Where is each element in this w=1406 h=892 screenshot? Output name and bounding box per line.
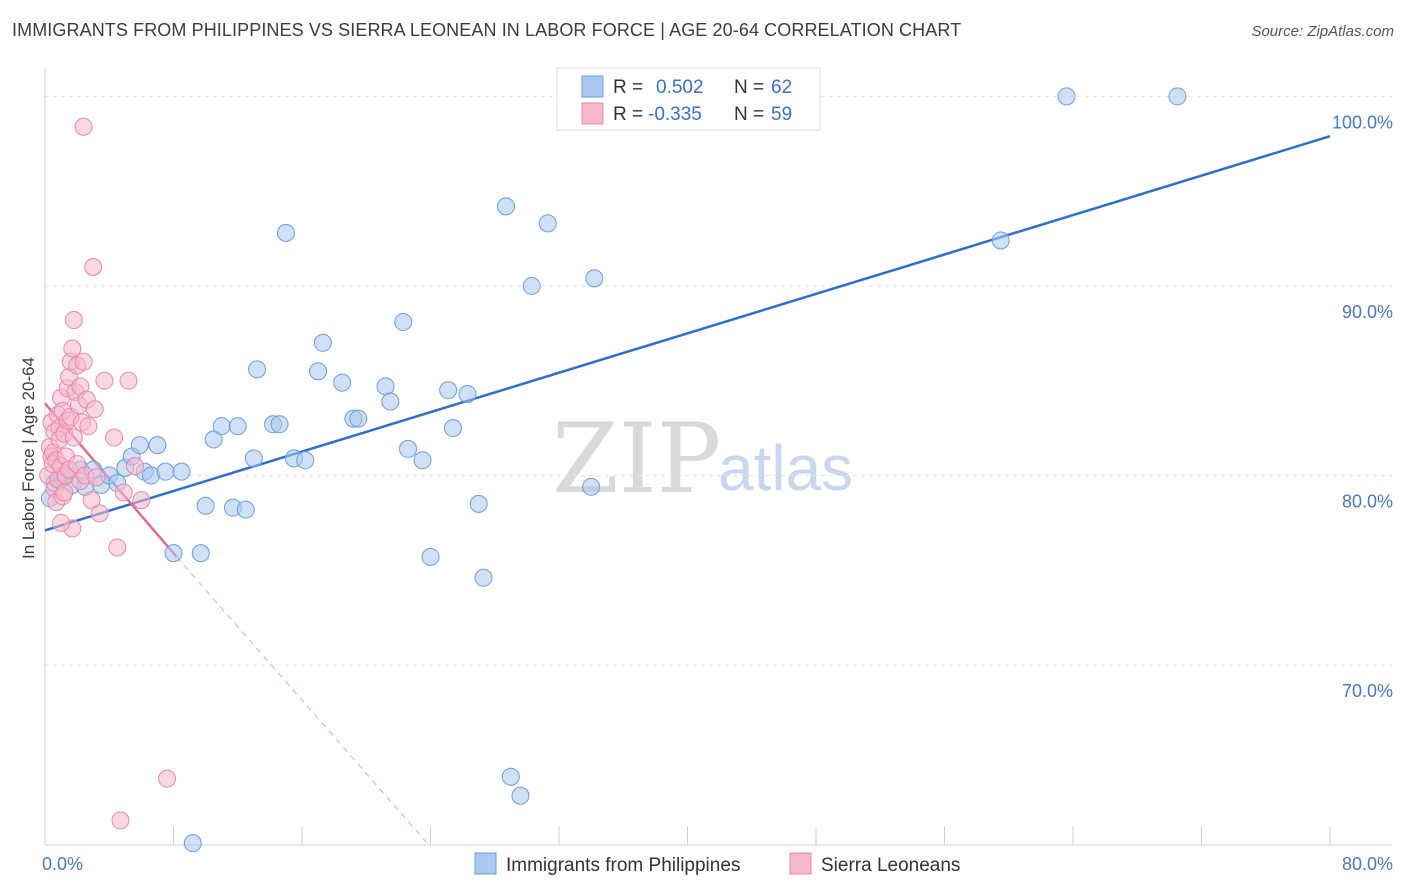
point-philippines-47 xyxy=(439,381,458,400)
point-philippines-35 xyxy=(296,451,315,470)
y-tick-label-80: 80.0% xyxy=(1342,491,1393,511)
point-philippines-18 xyxy=(156,462,175,481)
bottom-legend-label-philippines: Immigrants from Philippines xyxy=(506,855,740,876)
point-sierra-leoneans-39 xyxy=(74,352,93,371)
point-philippines-55 xyxy=(522,276,541,295)
point-philippines-50 xyxy=(469,494,488,513)
point-philippines-57 xyxy=(582,477,601,496)
watermark-atlas: atlas xyxy=(718,432,853,504)
point-philippines-60 xyxy=(1057,87,1076,106)
watermark-zip: ZIP xyxy=(552,403,721,515)
point-sierra-leoneans-48 xyxy=(90,504,109,523)
point-philippines-33 xyxy=(276,223,295,242)
point-philippines-46 xyxy=(421,547,440,566)
bottom-legend-swatch-blue xyxy=(474,852,497,875)
legend-r-label-1: R = xyxy=(613,77,643,98)
point-sierra-leoneans-28 xyxy=(63,339,82,358)
x-tick-label-max: 80.0% xyxy=(1342,854,1393,874)
point-sierra-leoneans-46 xyxy=(85,400,104,419)
point-philippines-53 xyxy=(501,767,520,786)
legend-r-value-1: 0.502 xyxy=(656,77,704,98)
point-philippines-40 xyxy=(349,409,368,428)
source-credit: Source: ZipAtlas.com xyxy=(1251,23,1394,40)
point-philippines-38 xyxy=(333,373,352,392)
bottom-legend: Immigrants from Philippines Sierra Leone… xyxy=(474,852,960,876)
point-philippines-54 xyxy=(511,786,530,805)
point-sierra-leoneans-44 xyxy=(82,491,101,510)
point-sierra-leoneans-57 xyxy=(158,769,177,788)
point-sierra-leoneans-54 xyxy=(119,371,138,390)
point-sierra-leoneans-58 xyxy=(52,513,71,532)
point-philippines-17 xyxy=(148,436,167,455)
point-sierra-leoneans-52 xyxy=(111,811,130,830)
point-sierra-leoneans-45 xyxy=(84,257,103,276)
legend-r-value-2: -0.335 xyxy=(648,104,702,125)
bottom-legend-swatch-pink xyxy=(789,852,812,875)
point-sierra-leoneans-47 xyxy=(87,468,106,487)
point-philippines-58 xyxy=(585,269,604,288)
point-philippines-44 xyxy=(399,439,418,458)
point-philippines-45 xyxy=(413,451,432,470)
y-tick-label-70: 70.0% xyxy=(1342,681,1393,701)
point-philippines-48 xyxy=(443,419,462,438)
point-philippines-41 xyxy=(376,377,395,396)
point-sierra-leoneans-51 xyxy=(108,538,127,557)
point-philippines-14 xyxy=(130,436,149,455)
point-sierra-leoneans-31 xyxy=(64,428,83,447)
point-philippines-51 xyxy=(474,568,493,587)
legend-n-label-2: N = xyxy=(734,104,764,125)
y-axis-title: In Labor Force | Age 20-64 xyxy=(19,357,38,559)
x-tick-label-min: 0.0% xyxy=(42,854,83,874)
point-philippines-32 xyxy=(270,415,289,434)
point-sierra-leoneans-43 xyxy=(79,417,98,436)
legend-swatch-pink xyxy=(581,102,604,125)
point-philippines-30 xyxy=(248,360,267,379)
point-philippines-22 xyxy=(191,544,210,563)
trend-line-sierra-leoneans-extension xyxy=(176,556,430,846)
point-philippines-23 xyxy=(196,496,215,515)
top-legend: R = 0.502 N = 62 R = -0.335 N = 59 xyxy=(556,67,821,131)
point-sierra-leoneans-19 xyxy=(55,483,74,502)
point-sierra-leoneans-49 xyxy=(95,371,114,390)
gridlines xyxy=(45,95,1392,666)
point-philippines-43 xyxy=(394,312,413,331)
point-philippines-49 xyxy=(458,384,477,403)
point-sierra-leoneans-55 xyxy=(125,456,144,475)
point-philippines-37 xyxy=(313,333,332,352)
chart-title: IMMIGRANTS FROM PHILIPPINES VS SIERRA LE… xyxy=(12,20,962,40)
bottom-legend-label-sierra-leoneans: Sierra Leoneans xyxy=(821,855,960,876)
legend-n-value-2: 59 xyxy=(771,104,792,125)
point-philippines-52 xyxy=(496,197,515,216)
point-philippines-29 xyxy=(244,449,263,468)
point-philippines-56 xyxy=(538,214,557,233)
y-tick-labels: 70.0% 80.0% 90.0% 100.0% xyxy=(1332,112,1393,701)
point-philippines-19 xyxy=(164,544,183,563)
point-philippines-59 xyxy=(991,231,1010,250)
legend-swatch-blue xyxy=(581,75,604,98)
legend-n-label-1: N = xyxy=(734,77,764,98)
y-tick-label-100: 100.0% xyxy=(1332,112,1393,132)
x-tick-labels: 0.0% 80.0% xyxy=(42,854,1393,874)
point-philippines-28 xyxy=(236,500,255,519)
point-philippines-42 xyxy=(381,392,400,411)
point-philippines-25 xyxy=(212,417,231,436)
legend-r-label-2: R = xyxy=(613,104,643,125)
point-philippines-20 xyxy=(172,462,191,481)
series-sierra-leoneans-points xyxy=(39,117,177,830)
y-tick-label-90: 90.0% xyxy=(1342,302,1393,322)
point-philippines-21 xyxy=(183,834,202,853)
point-sierra-leoneans-30 xyxy=(64,311,83,330)
point-philippines-36 xyxy=(309,362,328,381)
point-philippines-61 xyxy=(1168,87,1187,106)
point-philippines-24 xyxy=(204,430,223,449)
point-sierra-leoneans-53 xyxy=(114,483,133,502)
point-sierra-leoneans-50 xyxy=(105,428,124,447)
point-sierra-leoneans-56 xyxy=(132,491,151,510)
legend-n-value-1: 62 xyxy=(771,77,792,98)
point-sierra-leoneans-40 xyxy=(74,117,93,136)
point-philippines-27 xyxy=(228,417,247,436)
